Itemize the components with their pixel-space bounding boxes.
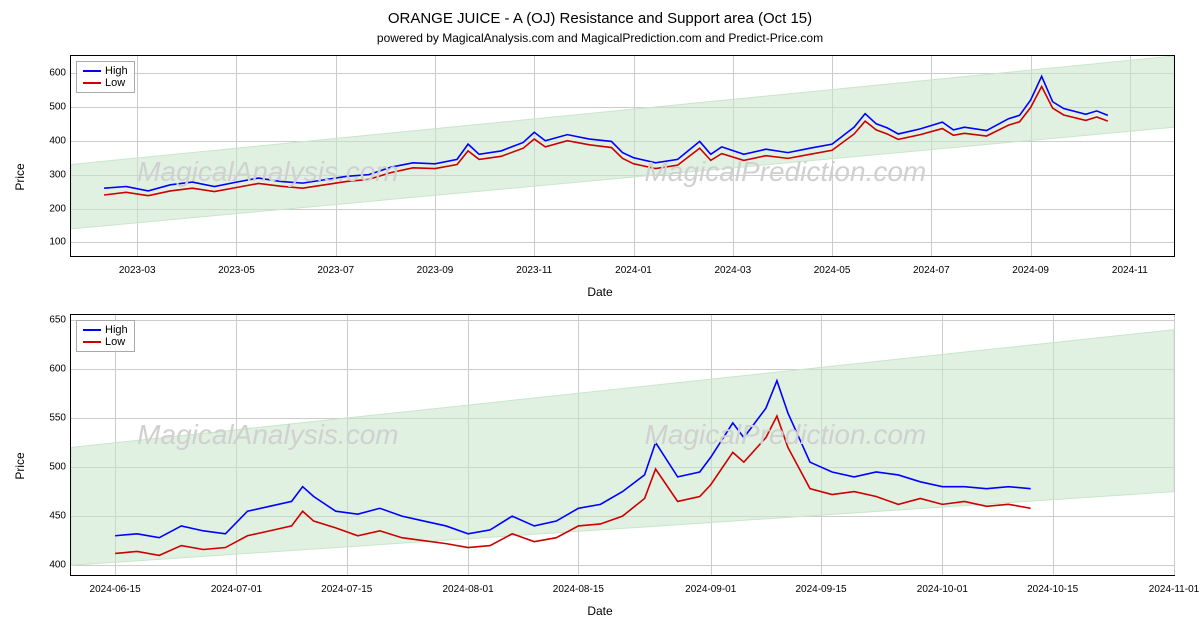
xtick: 2024-05: [814, 265, 851, 276]
chart-bot-wrap: Price High Low MagicalAnalysis.com Magic…: [10, 314, 1190, 618]
legend-label-high-bot: High: [105, 324, 128, 336]
xtick: 2024-09-15: [795, 584, 846, 595]
xtick: 2024-10-01: [917, 584, 968, 595]
legend-row-low: Low: [83, 77, 128, 89]
xtick: 2024-08-01: [443, 584, 494, 595]
legend-swatch-high: [83, 70, 101, 72]
xtick: 2023-03: [119, 265, 156, 276]
ytick: 450: [26, 511, 66, 522]
xtick: 2024-10-15: [1027, 584, 1078, 595]
chart-top: High Low MagicalAnalysis.com MagicalPred…: [70, 55, 1175, 257]
xtick: 2024-06-15: [90, 584, 141, 595]
xtick: 2024-08-15: [553, 584, 604, 595]
ytick: 200: [26, 203, 66, 214]
ytick: 650: [26, 314, 66, 325]
xlabel-top: Date: [10, 285, 1190, 299]
plot-svg: [71, 56, 1174, 256]
xtick: 2024-09: [1012, 265, 1049, 276]
xtick: 2024-03: [714, 265, 751, 276]
xtick: 2024-01: [615, 265, 652, 276]
ytick: 400: [26, 560, 66, 571]
ytick: 550: [26, 413, 66, 424]
chart-top-wrap: Price High Low MagicalAnalysis.com Magic…: [10, 55, 1190, 299]
xtick: 2024-11-01: [1149, 584, 1199, 595]
plot-svg: [71, 315, 1174, 575]
xlabel-bot: Date: [10, 604, 1190, 618]
ytick: 500: [26, 101, 66, 112]
xtick: 2024-11: [1112, 265, 1148, 276]
xtick: 2024-07: [913, 265, 950, 276]
ytick: 500: [26, 462, 66, 473]
ytick: 600: [26, 363, 66, 374]
legend-label-low-bot: Low: [105, 336, 125, 348]
page-title: ORANGE JUICE - A (OJ) Resistance and Sup…: [10, 10, 1190, 27]
xtick: 2023-05: [218, 265, 255, 276]
ytick: 300: [26, 169, 66, 180]
chart-bot: High Low MagicalAnalysis.com MagicalPred…: [70, 314, 1175, 576]
ylabel-top: Price: [13, 163, 27, 190]
legend-row-high: High: [83, 65, 128, 77]
xtick: 2024-07-15: [321, 584, 372, 595]
legend-swatch-low-bot: [83, 341, 101, 343]
legend-label-high: High: [105, 65, 128, 77]
ytick: 100: [26, 237, 66, 248]
xtick: 2023-11: [516, 265, 552, 276]
legend-row-high-bot: High: [83, 324, 128, 336]
legend-label-low: Low: [105, 77, 125, 89]
legend-row-low-bot: Low: [83, 336, 128, 348]
legend-swatch-low: [83, 82, 101, 84]
xtick: 2024-07-01: [211, 584, 262, 595]
xtick: 2023-09: [417, 265, 454, 276]
support-resistance-band: [71, 330, 1174, 565]
legend-top: High Low: [76, 61, 135, 93]
xtick: 2024-09-01: [685, 584, 736, 595]
legend-bot: High Low: [76, 320, 135, 352]
xtick: 2023-07: [317, 265, 354, 276]
ytick: 400: [26, 135, 66, 146]
ytick: 600: [26, 67, 66, 78]
support-resistance-band: [71, 56, 1174, 229]
page-subtitle: powered by MagicalAnalysis.com and Magic…: [10, 31, 1190, 45]
legend-swatch-high-bot: [83, 329, 101, 331]
ylabel-bot: Price: [13, 452, 27, 479]
